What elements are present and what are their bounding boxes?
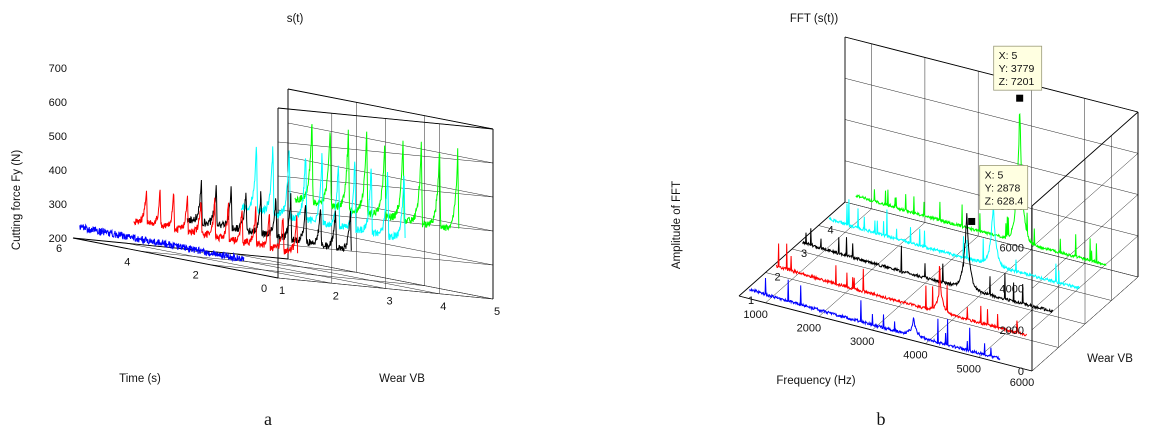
chart-b-xtick-label: 5000 (956, 363, 980, 375)
chart-a-xgrid (141, 102, 357, 273)
chart-b-fft-spectra: 0200040006000800010002000300040005000600… (671, 13, 1139, 429)
chart-b-xtick-label: 4000 (903, 350, 927, 362)
chart-b-ztick-label: 4000 (1000, 284, 1024, 296)
chart-b-xgrid (818, 57, 926, 317)
chart-b-series-wear-1 (749, 277, 1001, 361)
chart-a-xtick-label: 4 (124, 256, 130, 268)
chart-a-ztick-label: 200 (49, 233, 67, 245)
chart-b-ztick-label: 2000 (1000, 325, 1024, 337)
chart-b-xtick-label: 1000 (743, 309, 767, 321)
chart-b-ygrid (791, 159, 1086, 325)
chart-b-frame-edge (738, 201, 846, 297)
chart-a-xtick-label: 0 (261, 283, 267, 295)
chart-b-title: FFT (s(t)) (790, 13, 838, 25)
datatip-box (993, 45, 1043, 91)
chart-b-xtick-label: 2000 (797, 322, 821, 334)
datatip-marker (1016, 94, 1024, 102)
chart-b-ytick-label: 2 (774, 272, 780, 284)
datatip-box (979, 165, 1029, 210)
chart-a-frame-edge (72, 237, 279, 279)
chart-b-ytick-label: 1 (748, 295, 754, 307)
chart-a-frame-edge (287, 88, 494, 130)
chart-a-ylabel: Wear VB (379, 373, 425, 385)
chart-a-panel-letter: a (264, 409, 272, 429)
chart-a-xgrid (209, 115, 425, 286)
chart-b-panel-letter: b (877, 409, 886, 429)
chart-b-frame-edge (738, 295, 1033, 372)
chart-b-frame-edge (844, 36, 1139, 113)
chart-a-series-wear-5 (294, 124, 460, 232)
chart-b-ztick-label: 6000 (1000, 242, 1024, 254)
chart-b-series-wear-4 (828, 199, 1080, 291)
chart-a-ytick-label: 3 (386, 296, 392, 308)
datatip-line: Z: 628.4 (985, 195, 1024, 207)
datatip-line: Z: 7201 (999, 76, 1035, 88)
chart-a-frame-edge (277, 107, 494, 130)
chart-b-ztick-label: 0 (1018, 366, 1024, 378)
datatip-line: Y: 2878 (985, 182, 1021, 194)
chart-a-xtick-label: 2 (193, 270, 199, 282)
datatip-line: X: 5 (985, 169, 1004, 181)
chart-b-frame-edge (1031, 111, 1139, 207)
chart-a-force-signals: 200 300 400 500 600 700 0 2 4 6 1 2 3 4 5 s(t) Cutting… (11, 13, 500, 429)
chart-b-series-wear-5 (855, 113, 1107, 266)
chart-b-xlabel: Frequency (Hz) (776, 375, 855, 387)
chart-a-ytick-label: 5 (494, 306, 500, 318)
chart-a-series-wear-4 (240, 146, 406, 241)
chart-b-ytick-label: 3 (801, 248, 807, 260)
datatip-marker (968, 217, 976, 225)
chart-a-ytick-label: 4 (440, 301, 446, 313)
chart-b-xgrid (925, 84, 1032, 344)
chart-a-ytick-label: 1 (279, 285, 285, 297)
chart-a-ztick-label: 300 (49, 199, 67, 211)
chart-b-xgrid (872, 71, 979, 331)
chart-a-ztick-label: 700 (49, 63, 67, 75)
chart-a-title: s(t) (287, 13, 304, 25)
chart-a-zlabel: Cutting force Fy (N) (11, 150, 23, 250)
chart-a-ytick-label: 2 (333, 290, 339, 302)
chart-a-ygrid (72, 108, 279, 279)
chart-b-xtick-label: 3000 (850, 336, 874, 348)
chart-b-xgrid (978, 98, 1085, 358)
chart-b-ylabel: Wear VB (1087, 353, 1133, 365)
chart-a-xtick-label: 6 (56, 243, 62, 255)
chart-b-xgrid (765, 43, 872, 303)
chart-b-series-wear-3 (802, 213, 1054, 314)
chart-a-ygrid (180, 118, 386, 289)
chart-a-ztick-label: 600 (49, 97, 67, 109)
datatip-line: Y: 3779 (999, 63, 1035, 75)
chart-b-zlabel: Amplitude of FFT (671, 181, 683, 269)
chart-b-ytick-label: 4 (827, 225, 833, 237)
chart-a-xgrid (72, 89, 289, 260)
chart-b-series-wear-2 (775, 243, 1027, 337)
chart-b-xtick-label: 6000 (1010, 377, 1034, 389)
chart-a-series-wear-1 (79, 223, 245, 263)
datatip-line: X: 5 (999, 50, 1018, 62)
chart-a-series-wear-2 (133, 189, 299, 255)
chart-a-ztick-label: 400 (49, 165, 67, 177)
chart-a-ztick-label: 500 (49, 131, 67, 143)
chart-a-xlabel: Time (s) (119, 373, 161, 385)
